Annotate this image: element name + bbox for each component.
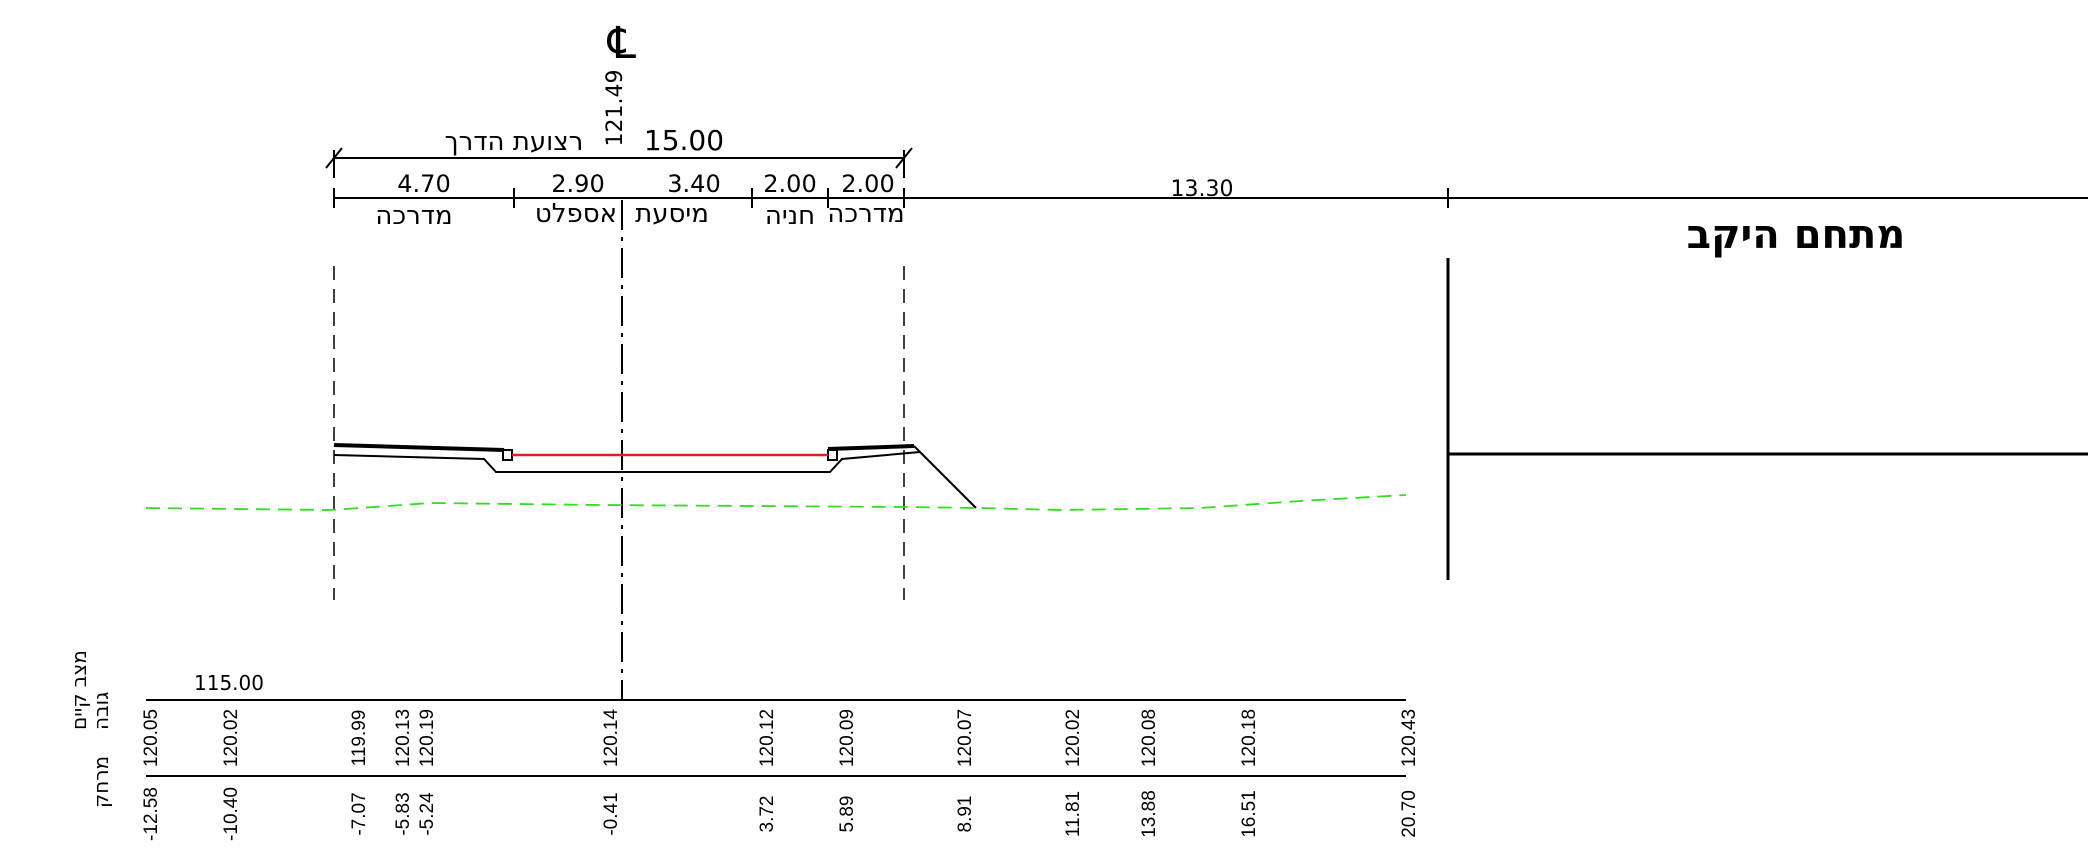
station-distance: -5.24 xyxy=(417,792,438,836)
adjacent-area-label: מתחם היקב xyxy=(1687,212,1906,258)
station-distance: 20.70 xyxy=(1399,790,1420,838)
station-elevation: 120.18 xyxy=(1239,709,1260,767)
station-elevation: 120.09 xyxy=(837,709,858,767)
segment-name: מיסעת xyxy=(635,199,709,229)
row-total-dimension: רצועת הדרך 15.00 xyxy=(325,124,913,178)
station-elevation: 120.12 xyxy=(757,709,778,767)
segment-name: מדרכה xyxy=(827,199,904,229)
station-distance: 8.91 xyxy=(955,796,976,833)
segment-width: 4.70 xyxy=(397,170,450,198)
station-distance: -7.07 xyxy=(349,792,370,835)
row-total-label: רצועת הדרך xyxy=(445,127,584,157)
station-elevation: 119.99 xyxy=(349,710,370,767)
segment-name: אספלט xyxy=(535,199,617,229)
segment-width: 2.00 xyxy=(841,170,894,198)
station-distance: -10.40 xyxy=(221,787,242,841)
segment-name: חניה xyxy=(765,201,815,231)
station-distance: -12.58 xyxy=(141,787,162,841)
station-elevation: 120.19 xyxy=(417,709,438,767)
segment-width: 2.00 xyxy=(763,170,816,198)
station-distance: 3.72 xyxy=(757,796,778,833)
station-distance: 11.81 xyxy=(1063,791,1084,837)
centerline-symbol: ℄ xyxy=(607,18,637,69)
row-label-elevation: גובה xyxy=(89,692,113,730)
datum-label: 115.00 xyxy=(194,671,264,695)
segment-width: 2.90 xyxy=(551,170,604,198)
station-distance: -0.41 xyxy=(601,792,622,835)
offset-dimension: 13.30 xyxy=(1171,177,1234,202)
adjacent-area: מתחם היקב xyxy=(1446,212,2088,580)
segment-name: מדרכה xyxy=(375,201,452,231)
station-elevation: 120.02 xyxy=(221,709,242,767)
station-distance: 16.51 xyxy=(1239,790,1260,838)
station-elevation: 120.02 xyxy=(1063,709,1084,767)
station-elevation: 120.05 xyxy=(141,709,162,767)
profile-table: 115.00 מצב קיים גובה מרחק 120.05 120.02 11… xyxy=(67,650,1420,841)
station-elevation: 120.14 xyxy=(601,709,622,768)
road-structure xyxy=(333,443,977,509)
station-distance: -5.83 xyxy=(393,792,414,835)
row-total-width: 15.00 xyxy=(644,124,724,157)
row-label-condition: מצב קיים xyxy=(67,650,91,730)
station-elevation: 120.43 xyxy=(1399,709,1420,767)
segment-width: 3.40 xyxy=(667,170,720,198)
centerline-elevation: 121.49 xyxy=(603,70,628,147)
station-distance: 5.89 xyxy=(837,796,858,833)
station-elevation: 120.13 xyxy=(393,709,414,767)
station-distance: 13.88 xyxy=(1139,790,1160,838)
station-elevation: 120.07 xyxy=(955,709,976,767)
existing-ground-line xyxy=(145,494,1407,511)
station-elevation: 120.08 xyxy=(1139,709,1160,767)
row-label-distance: מרחק xyxy=(89,756,113,808)
segment-dimensions: 4.70 2.90 3.40 2.00 2.00 13.30 מדרכה אספ… xyxy=(333,170,2088,231)
